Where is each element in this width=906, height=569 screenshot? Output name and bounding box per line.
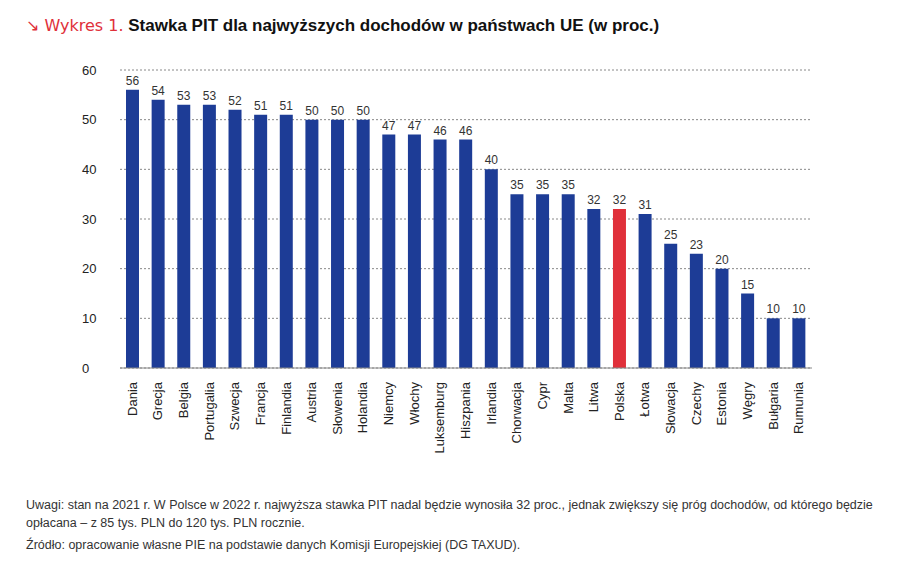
svg-text:53: 53	[177, 89, 191, 103]
svg-text:Finlandia: Finlandia	[279, 381, 294, 435]
svg-text:60: 60	[82, 63, 96, 78]
svg-text:25: 25	[664, 228, 678, 242]
svg-text:Łotwa: Łotwa	[637, 381, 652, 416]
html-text:Źródło: opracowanie własne PIE: Źródło: opracowanie własne PIE na podsta…	[26, 538, 521, 552]
svg-text:23: 23	[690, 238, 704, 252]
svg-text:Francja: Francja	[253, 381, 268, 425]
svg-text:Malta: Malta	[561, 381, 576, 414]
svg-text:47: 47	[382, 119, 396, 133]
svg-text:15: 15	[741, 278, 755, 292]
svg-text:Litwa: Litwa	[586, 381, 601, 412]
svg-text:32: 32	[613, 193, 627, 207]
svg-text:Polska: Polska	[612, 381, 627, 421]
svg-text:35: 35	[536, 178, 550, 192]
svg-text:20: 20	[715, 253, 729, 267]
svg-text:50: 50	[82, 112, 96, 127]
svg-text:56: 56	[126, 74, 140, 88]
svg-text:50: 50	[356, 104, 370, 118]
svg-text:Słowenia: Słowenia	[330, 381, 345, 435]
svg-text:47: 47	[408, 119, 422, 133]
svg-text:20: 20	[82, 261, 96, 276]
svg-text:Cypr: Cypr	[535, 381, 550, 409]
svg-text:32: 32	[587, 193, 601, 207]
svg-text:Czechy: Czechy	[689, 382, 704, 426]
svg-text:50: 50	[331, 104, 345, 118]
svg-text:10: 10	[82, 311, 96, 326]
svg-text:40: 40	[82, 162, 96, 177]
svg-text:10: 10	[767, 302, 781, 316]
svg-text:Chorwacja: Chorwacja	[509, 381, 524, 443]
svg-text:Hiszpania: Hiszpania	[458, 381, 473, 439]
svg-text:51: 51	[254, 99, 268, 113]
svg-text:Holandia: Holandia	[355, 381, 370, 433]
svg-text:51: 51	[280, 99, 294, 113]
svg-text:Grecja: Grecja	[150, 381, 165, 420]
html-text:Uwagi: stan na 2021 r. W Polsc: Uwagi: stan na 2021 r. W Polsce w 2022 r…	[26, 498, 873, 530]
html-text:↘ Wykres 1. Stawka PIT dla naj: ↘ Wykres 1. Stawka PIT dla najwyższych d…	[26, 16, 660, 35]
svg-text:30: 30	[82, 212, 96, 227]
svg-text:31: 31	[638, 198, 652, 212]
svg-text:Irlandia: Irlandia	[484, 381, 499, 424]
svg-text:Szwecja: Szwecja	[227, 381, 242, 430]
svg-text:Węgry: Węgry	[740, 382, 755, 420]
svg-text:Rumunia: Rumunia	[791, 381, 806, 434]
svg-text:Portugalia: Portugalia	[202, 381, 217, 440]
svg-text:10: 10	[792, 302, 806, 316]
svg-text:46: 46	[459, 124, 473, 138]
svg-text:Niemcy: Niemcy	[381, 382, 396, 426]
svg-text:35: 35	[510, 178, 524, 192]
svg-text:Dania: Dania	[125, 381, 140, 416]
svg-text:Bułgaria: Bułgaria	[766, 381, 781, 429]
svg-text:53: 53	[203, 89, 217, 103]
svg-text:Estonia: Estonia	[714, 381, 729, 425]
svg-text:Włochy: Włochy	[407, 382, 422, 425]
svg-text:0: 0	[82, 361, 89, 376]
svg-text:46: 46	[433, 124, 447, 138]
svg-text:54: 54	[151, 84, 165, 98]
svg-text:52: 52	[228, 94, 242, 108]
svg-text:35: 35	[562, 178, 576, 192]
svg-text:Austria: Austria	[304, 381, 319, 422]
svg-text:Słowacja: Słowacja	[663, 381, 678, 434]
svg-text:Luksemburg: Luksemburg	[432, 382, 447, 454]
svg-text:Belgia: Belgia	[176, 381, 191, 418]
svg-text:40: 40	[485, 153, 499, 167]
svg-text:50: 50	[305, 104, 319, 118]
